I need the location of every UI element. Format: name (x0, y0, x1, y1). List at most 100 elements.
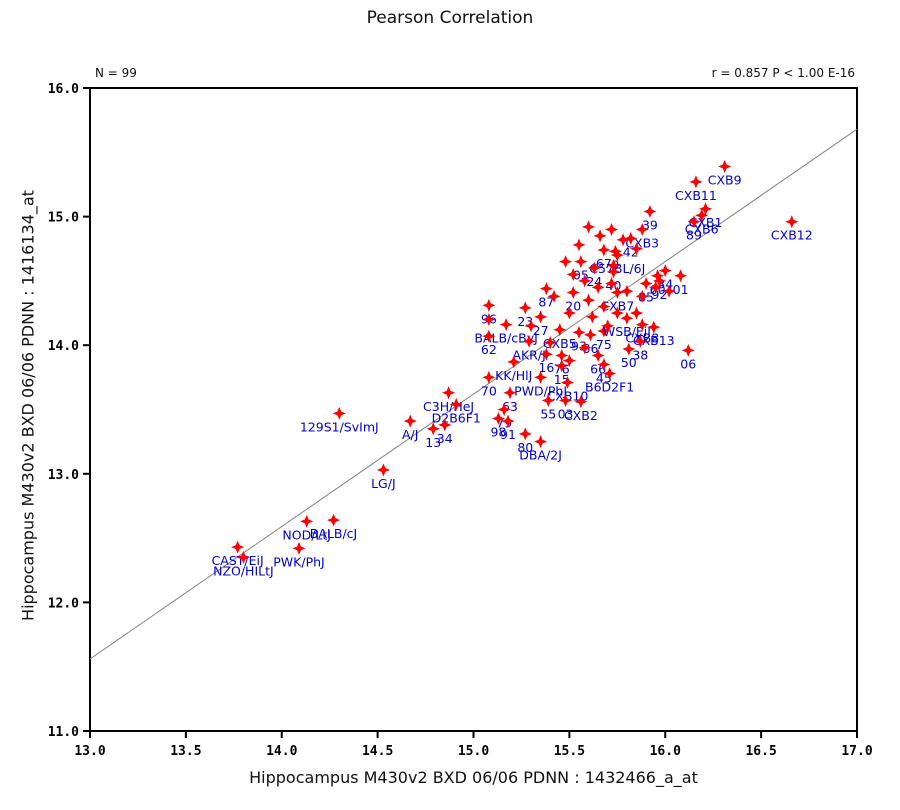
scatter-point[interactable] (534, 310, 548, 324)
scatter-point[interactable] (501, 414, 515, 428)
scatter-point[interactable] (539, 282, 553, 296)
scatter-point[interactable] (649, 280, 663, 294)
scatter-point[interactable] (539, 347, 553, 361)
scatter-point[interactable] (643, 204, 657, 218)
scatter-point[interactable] (651, 269, 665, 283)
scatter-point[interactable] (555, 348, 569, 362)
scatter-point[interactable] (587, 261, 601, 275)
scatter-point[interactable] (695, 208, 709, 222)
scatter-point[interactable] (585, 310, 599, 324)
scatter-point[interactable] (574, 255, 588, 269)
scatter-point[interactable] (687, 215, 701, 229)
scatter-point[interactable] (572, 238, 586, 252)
scatter-point[interactable] (622, 342, 636, 356)
scatter-point[interactable] (332, 406, 346, 420)
scatter-point[interactable] (522, 334, 536, 348)
scatter-point[interactable] (674, 269, 688, 283)
scatter-point[interactable] (699, 202, 713, 216)
scatter-point[interactable] (591, 348, 605, 362)
scatter-point[interactable] (560, 375, 574, 389)
scatter-point[interactable] (518, 301, 532, 315)
scatter-point[interactable] (616, 233, 630, 247)
scatter-point[interactable] (647, 320, 661, 334)
y-tick-label: 14.0 (48, 339, 79, 354)
scatter-point[interactable] (572, 325, 586, 339)
scatter-point[interactable] (426, 422, 440, 436)
scatter-point[interactable] (482, 298, 496, 312)
scatter-point[interactable] (491, 412, 505, 426)
scatter-point[interactable] (610, 285, 624, 299)
scatter-point[interactable] (681, 343, 695, 357)
scatter-point[interactable] (327, 513, 341, 527)
scatter-point[interactable] (553, 323, 567, 337)
scatter-point[interactable] (300, 514, 314, 528)
scatter-point[interactable] (559, 255, 573, 269)
scatter-point[interactable] (635, 222, 649, 236)
scatter-point[interactable] (292, 541, 306, 555)
scatter-point[interactable] (603, 366, 617, 380)
scatter-point[interactable] (629, 306, 643, 320)
scatter-point[interactable] (689, 175, 703, 189)
scatter-point[interactable] (543, 336, 557, 350)
scatter-point[interactable] (534, 370, 548, 384)
scatter-point[interactable] (597, 357, 611, 371)
scatter-point[interactable] (566, 267, 580, 281)
scatter-point[interactable] (605, 222, 619, 236)
scatter-point[interactable] (236, 550, 250, 564)
scatter-point[interactable] (442, 386, 456, 400)
scatter-point[interactable] (582, 220, 596, 234)
scatter-point[interactable] (597, 300, 611, 314)
scatter-point[interactable] (524, 319, 538, 333)
scatter-point[interactable] (503, 386, 517, 400)
scatter-point[interactable] (574, 395, 588, 409)
scatter-point[interactable] (403, 414, 417, 428)
scatter-point[interactable] (662, 284, 676, 298)
scatter-point[interactable] (482, 329, 496, 343)
scatter-point[interactable] (231, 540, 245, 554)
y-tick-label: 12.0 (48, 596, 79, 611)
scatter-point[interactable] (497, 403, 511, 416)
scatter-point[interactable] (601, 319, 615, 333)
scatter-point[interactable] (482, 312, 496, 326)
scatter-point[interactable] (635, 289, 649, 303)
scatter-point[interactable] (718, 159, 732, 173)
scatter-point[interactable] (620, 311, 634, 325)
scatter-point[interactable] (562, 306, 576, 320)
scatter-point[interactable] (785, 215, 799, 229)
scatter-point[interactable] (438, 418, 452, 432)
scatter-point[interactable] (597, 243, 611, 257)
scatter-point[interactable] (635, 318, 649, 332)
scatter-point[interactable] (652, 274, 666, 288)
scatter-point[interactable] (555, 359, 569, 373)
scatter-point[interactable] (620, 284, 634, 298)
scatter-point[interactable] (541, 393, 555, 407)
scatter-point[interactable] (597, 324, 611, 338)
scatter-point[interactable] (591, 280, 605, 294)
scatter-point[interactable] (583, 328, 597, 342)
scatter-point[interactable] (578, 274, 592, 288)
scatter-point[interactable] (566, 285, 580, 299)
scatter-point[interactable] (605, 276, 619, 290)
scatter-point[interactable] (610, 306, 624, 320)
scatter-point[interactable] (633, 334, 647, 348)
scatter-point[interactable] (610, 248, 624, 262)
scatter-point[interactable] (658, 264, 672, 278)
scatter-point[interactable] (482, 370, 496, 384)
scatter-point[interactable] (376, 463, 390, 477)
scatter-point[interactable] (624, 231, 638, 245)
scatter-point[interactable] (449, 397, 463, 411)
scatter-point[interactable] (578, 341, 592, 355)
scatter-point[interactable] (582, 293, 596, 307)
scatter-point[interactable] (547, 289, 561, 303)
scatter-point[interactable] (534, 435, 548, 449)
scatter-point[interactable] (518, 427, 532, 441)
scatter-point[interactable] (507, 355, 521, 369)
scatter-point[interactable] (559, 393, 573, 407)
scatter-point[interactable] (606, 258, 620, 272)
scatter-point[interactable] (608, 244, 622, 258)
scatter-point[interactable] (629, 242, 643, 256)
scatter-point[interactable] (562, 354, 576, 368)
scatter-point[interactable] (593, 229, 607, 243)
scatter-point[interactable] (639, 276, 653, 290)
scatter-point[interactable] (499, 318, 513, 332)
